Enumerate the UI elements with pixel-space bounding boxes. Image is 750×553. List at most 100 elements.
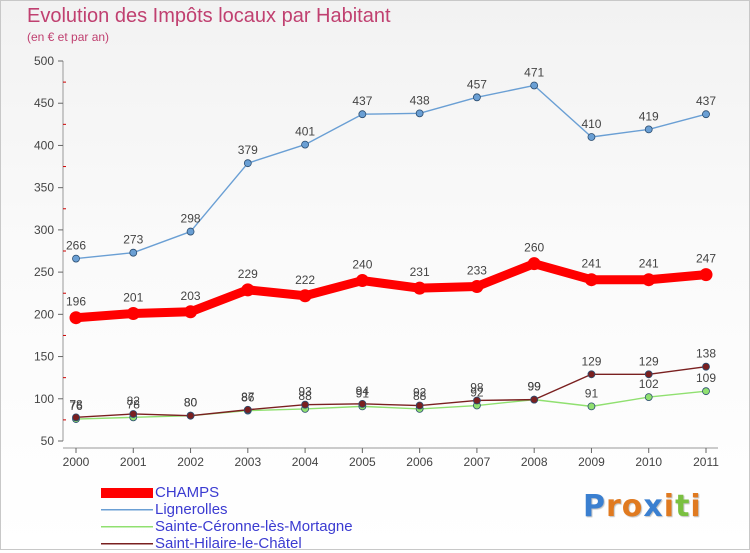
data-point: [530, 81, 539, 90]
data-point: [129, 410, 138, 418]
legend-item-champs: CHAMPS: [101, 484, 421, 502]
legend-swatch-sainte-ceronne: [101, 526, 153, 528]
data-point: [702, 362, 710, 371]
data-label: 86: [241, 391, 255, 405]
y-tick-label: 100: [34, 392, 54, 406]
data-label: 129: [639, 354, 659, 368]
data-label: 231: [410, 265, 430, 279]
data-point: [473, 396, 481, 405]
data-label: 91: [585, 386, 599, 400]
data-point: [69, 311, 83, 325]
x-tick-label: 2011: [693, 455, 719, 469]
data-label: 196: [66, 295, 86, 309]
logo-letter: x: [643, 489, 664, 524]
data-label: 82: [127, 394, 141, 408]
data-label: 88: [298, 389, 312, 403]
data-label: 91: [356, 386, 370, 400]
series-line-3: [75, 365, 707, 419]
data-label: 78: [127, 397, 141, 411]
data-point: [470, 279, 484, 293]
data-label: 80: [184, 396, 198, 410]
data-point: [587, 402, 596, 411]
data-point: [642, 273, 656, 287]
legend-label: Sainte-Céronne-lès-Mortagne: [155, 518, 353, 535]
data-label: 457: [467, 77, 487, 91]
data-point: [301, 140, 309, 149]
legend-swatch-lignerolles: [101, 509, 153, 511]
x-tick-label: 2009: [578, 455, 605, 469]
data-label: 92: [470, 386, 484, 400]
data-point: [587, 133, 596, 141]
legend-swatch-champs: [101, 488, 153, 498]
logo-letter: i: [690, 489, 702, 524]
data-label: 99: [528, 380, 542, 394]
legend-swatch-saint-hilaire: [101, 543, 153, 545]
data-label: 80: [184, 396, 198, 410]
data-point: [584, 273, 598, 287]
data-label: 247: [696, 252, 716, 266]
chart-subtitle: (en € et par an): [27, 30, 110, 44]
x-tick-label: 2002: [177, 455, 204, 469]
data-point: [126, 306, 140, 320]
logo-letter: P: [583, 489, 606, 524]
data-point: [301, 400, 309, 409]
data-point: [358, 399, 367, 408]
data-point: [644, 370, 653, 379]
data-label: 129: [581, 354, 601, 368]
legend: CHAMPS Lignerolles Sainte-Céronne-lès-Mo…: [101, 484, 421, 553]
data-label: 273: [123, 233, 143, 247]
data-point: [702, 110, 710, 119]
data-point: [298, 289, 312, 303]
data-label: 240: [352, 258, 372, 272]
data-label: 201: [123, 290, 143, 304]
logo-letter: o: [621, 489, 644, 524]
x-tick-label: 2003: [234, 455, 261, 469]
y-tick-label: 200: [34, 307, 54, 321]
data-point: [72, 254, 80, 263]
logo-letter: i: [663, 489, 676, 524]
data-label: 438: [410, 93, 430, 107]
legend-item-lignerolles: Lignerolles: [101, 501, 421, 519]
logo-letter: t: [675, 489, 691, 524]
x-tick-label: 2007: [464, 455, 491, 469]
data-point: [358, 110, 367, 119]
data-label: 379: [238, 143, 258, 157]
data-point: [241, 283, 255, 297]
data-point: [527, 257, 541, 271]
data-point: [699, 268, 713, 282]
data-point: [243, 159, 252, 168]
line-chart: 50 100 150 200 250 300 350 400 450 500 2000 2001 200…: [34, 54, 719, 469]
y-tick-label: 450: [34, 96, 54, 110]
data-label: 471: [524, 65, 544, 79]
data-label: 401: [295, 125, 315, 139]
data-label: 109: [696, 371, 716, 385]
chart-title: Evolution des Impôts locaux par Habitant: [27, 5, 391, 27]
legend-label: Saint-Hilaire-le-Châtel: [155, 535, 302, 552]
data-label: 88: [413, 389, 427, 403]
x-tick-label: 2001: [120, 455, 147, 469]
data-label: 94: [356, 384, 370, 398]
data-label: 437: [352, 94, 372, 108]
data-point: [186, 227, 195, 236]
x-tick-label: 2010: [635, 455, 662, 469]
y-tick-label: 500: [34, 54, 54, 68]
data-label: 87: [241, 390, 255, 404]
data-point: [473, 93, 481, 102]
data-point: [644, 125, 653, 134]
data-label: 298: [181, 212, 201, 226]
data-point: [243, 405, 252, 414]
y-tick-label: 400: [34, 138, 54, 152]
data-point: [184, 305, 198, 319]
y-tick-label: 50: [41, 434, 55, 448]
proxiti-logo: Proxiti: [583, 489, 702, 524]
data-point: [129, 248, 138, 257]
data-label: 99: [528, 380, 542, 394]
data-label: 229: [238, 267, 258, 281]
x-tick-label: 2004: [292, 455, 319, 469]
data-label: 266: [66, 239, 86, 253]
y-tick-label: 150: [34, 350, 54, 364]
series-line-1: [75, 84, 707, 260]
series-line-0: [71, 259, 711, 323]
data-point: [413, 281, 427, 295]
